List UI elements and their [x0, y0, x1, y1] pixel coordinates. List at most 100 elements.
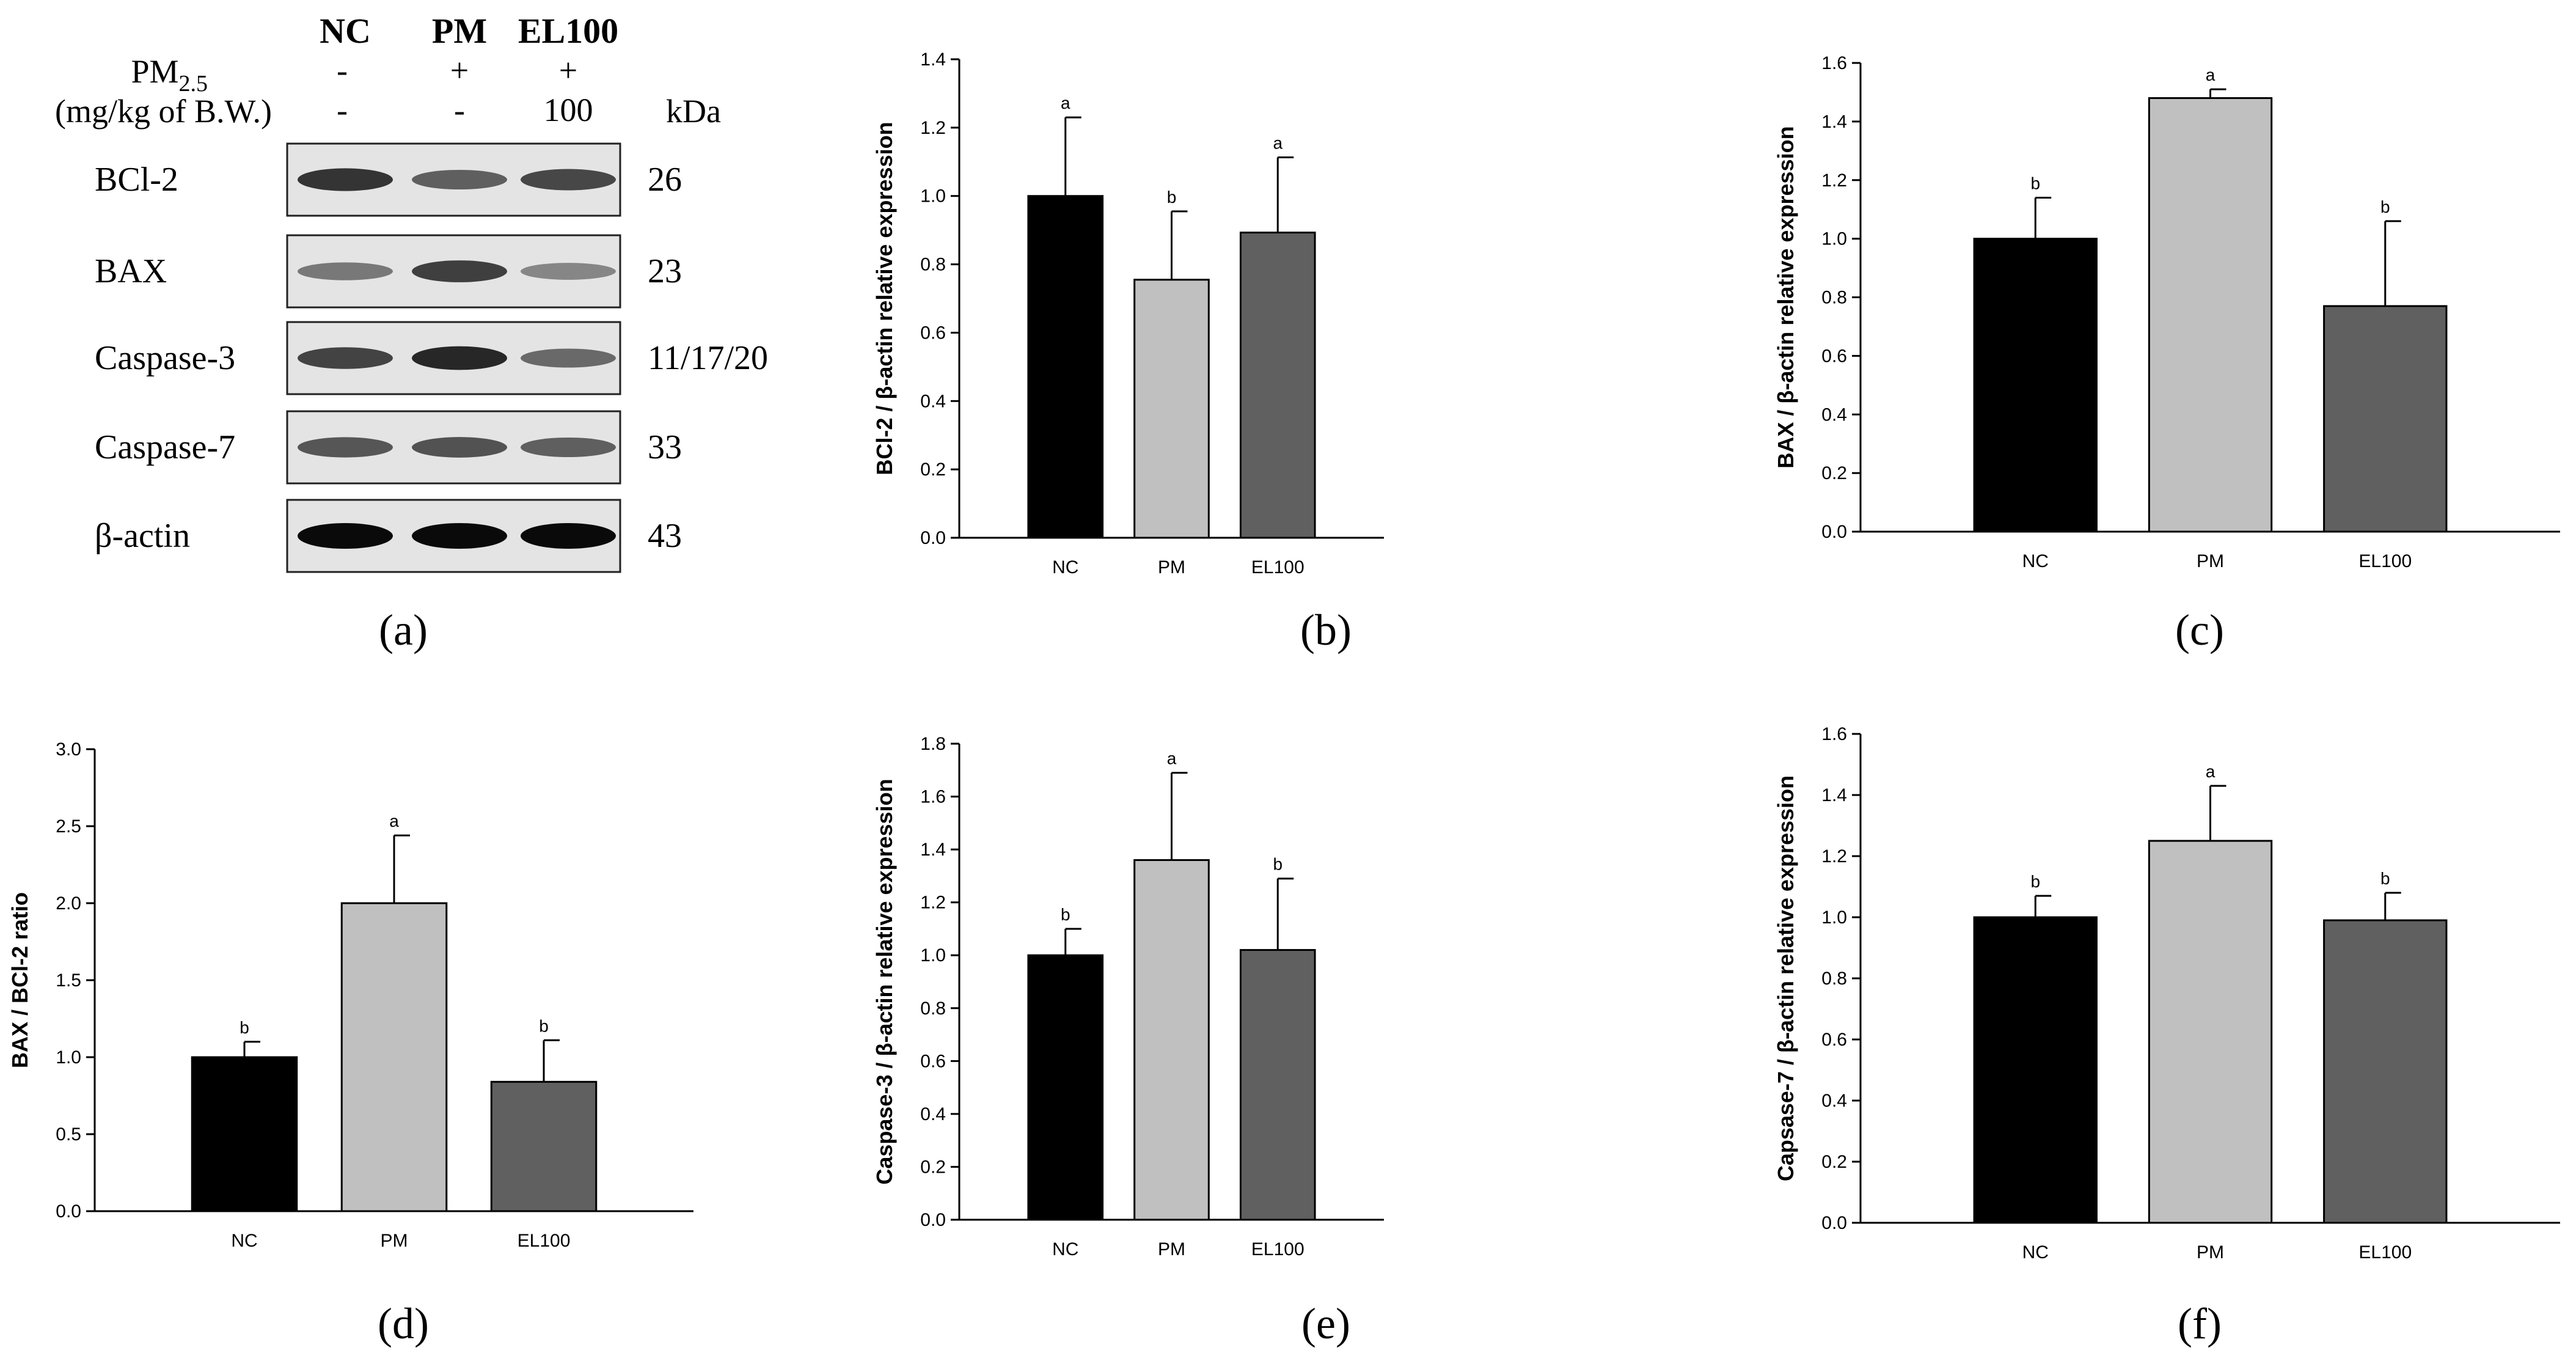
x-tick-label-pm: PM — [1158, 557, 1185, 577]
chart-d: 0.0 0.5 1.0 1.5 2.0 2.5 3.0 b NC a PM b EL100 BAX / B… — [7, 739, 693, 1251]
panel-label-f: (f) — [2178, 1299, 2222, 1348]
blot-protein-label: BAX — [95, 252, 167, 290]
x-tick-label-nc: NC — [2022, 551, 2049, 571]
y-tick-label: 0.6 — [1821, 346, 1847, 366]
bar-pm — [1133, 859, 1210, 1221]
dose-value-pm: - — [454, 92, 465, 128]
y-tick-label: 1.0 — [1821, 229, 1847, 249]
significance-letter-pm: a — [2206, 762, 2216, 781]
y-tick-label: 0.4 — [1821, 1091, 1847, 1111]
bar-el100 — [2323, 305, 2448, 533]
y-tick-label: 1.2 — [920, 118, 946, 138]
pm-label-text: PM — [131, 53, 178, 90]
blot-row-bax: BAX 23 — [95, 234, 682, 309]
y-tick-label: 0.0 — [1821, 522, 1847, 542]
bar-pm — [1133, 279, 1210, 539]
x-tick-label-pm: PM — [2197, 551, 2224, 571]
bar-nc — [1027, 195, 1104, 539]
bar-pm — [340, 902, 448, 1212]
significance-letter-pm: a — [2206, 65, 2216, 84]
significance-letter-el100: b — [539, 1016, 549, 1035]
x-tick-label-el100: EL100 — [518, 1231, 571, 1251]
blot-kda-value: 33 — [648, 428, 682, 466]
y-tick-label: 0.4 — [920, 1104, 946, 1124]
x-tick-label-el100: EL100 — [1251, 557, 1304, 577]
bar-nc — [1027, 954, 1104, 1221]
bar-nc — [1973, 238, 2098, 533]
y-tick-label: 1.6 — [1821, 53, 1847, 73]
x-tick-label-el100: EL100 — [2358, 551, 2412, 571]
y-tick-label: 1.0 — [56, 1047, 81, 1068]
western-blot-panel: NC PM EL100 PM2.5 - + + (mg/kg of B.W.) … — [55, 11, 768, 573]
significance-letter-nc: b — [2030, 872, 2040, 891]
y-tick-label: 0.8 — [920, 999, 946, 1019]
bar-el100 — [2323, 919, 2448, 1224]
dose-value-nc: - — [337, 92, 348, 128]
blot-protein-label: Caspase-3 — [95, 339, 235, 377]
y-tick-label: 1.0 — [920, 945, 946, 966]
panel-label-a: (a) — [379, 606, 428, 654]
y-tick-label: 0.6 — [920, 1051, 946, 1071]
blot-band-el100 — [521, 169, 616, 191]
significance-letter-nc: b — [2030, 174, 2040, 193]
y-tick-label: 1.6 — [1821, 724, 1847, 744]
x-tick-label-pm: PM — [381, 1231, 408, 1251]
y-tick-label: 1.6 — [920, 787, 946, 807]
y-tick-label: 0.0 — [920, 1210, 946, 1230]
blot-kda-value: 11/17/20 — [648, 339, 768, 377]
bar-el100 — [1239, 232, 1316, 539]
x-tick-label-nc: NC — [1052, 1239, 1078, 1259]
y-tick-label: 0.6 — [920, 323, 946, 343]
blot-kda-value: 43 — [648, 517, 682, 555]
y-tick-label: 0.8 — [920, 255, 946, 275]
chart-e: 0.0 0.2 0.4 0.6 0.8 1.0 1.2 1.4 1.6 1.8 b NC a PM b EL1… — [872, 734, 1384, 1259]
blot-band-pm — [412, 260, 507, 282]
bar-el100 — [490, 1080, 598, 1212]
panel-labels: (a) (b) (c) (d) (e) (f) — [378, 606, 2224, 1348]
bar-el100 — [1239, 949, 1316, 1221]
significance-letter-pm: a — [389, 812, 399, 830]
bar-nc — [191, 1056, 298, 1212]
x-tick-label-el100: EL100 — [1251, 1239, 1304, 1259]
panel-label-d: (d) — [378, 1299, 429, 1348]
y-tick-label: 1.5 — [56, 970, 81, 991]
chart-c: 0.0 0.2 0.4 0.6 0.8 1.0 1.2 1.4 1.6 b NC a PM b EL100 B… — [1773, 53, 2560, 571]
x-tick-label-el100: EL100 — [2358, 1242, 2412, 1263]
x-tick-label-nc: NC — [1052, 557, 1078, 577]
blot-row-caspase-3: Caspase-3 11/17/20 — [95, 321, 768, 395]
blot-kda-value: 26 — [648, 161, 682, 199]
blot-row-bcl-2: BCl-2 26 — [95, 142, 682, 217]
pm-value-pm: + — [450, 52, 469, 89]
significance-letter-nc: b — [240, 1018, 249, 1037]
y-tick-label: 2.5 — [56, 816, 81, 837]
x-tick-label-nc: NC — [231, 1231, 257, 1251]
blot-rows: BCl-2 26 BAX 23 Caspase-3 11/17/20 Caspase-7 33… — [95, 142, 768, 573]
dose-label: (mg/kg of B.W.) — [55, 93, 272, 130]
y-axis-label: Caspase-3 / β-actin relative expression — [872, 779, 897, 1184]
significance-letter-pm: a — [1167, 749, 1177, 768]
y-tick-label: 0.4 — [920, 391, 946, 411]
lane-header-nc: NC — [320, 11, 371, 51]
y-tick-label: 1.0 — [1821, 907, 1847, 928]
kda-header: kDa — [666, 93, 721, 130]
y-tick-label: 0.8 — [1821, 969, 1847, 989]
blot-band-pm — [412, 437, 507, 458]
significance-letter-el100: a — [1273, 134, 1283, 153]
y-axis-label: Capsase-7 / β-actin relative expression — [1773, 775, 1798, 1181]
y-tick-label: 0.2 — [920, 460, 946, 480]
y-tick-label: 0.0 — [1821, 1213, 1847, 1233]
x-tick-label-nc: NC — [2022, 1242, 2049, 1263]
blot-band-nc — [298, 347, 393, 369]
y-tick-label: 1.8 — [920, 734, 946, 754]
significance-letter-nc: a — [1061, 93, 1070, 112]
y-axis-label: BAX / β-actin relative expression — [1773, 126, 1798, 468]
blot-band-el100 — [521, 263, 616, 280]
y-tick-label: 1.2 — [920, 893, 946, 913]
y-axis-label: BCl-2 / β-actin relative expression — [872, 122, 897, 475]
x-tick-label-pm: PM — [2197, 1242, 2224, 1263]
bar-nc — [1973, 916, 2098, 1224]
lane-header-pm: PM — [432, 11, 487, 51]
blot-band-nc — [298, 437, 393, 458]
blot-band-pm — [412, 346, 507, 370]
